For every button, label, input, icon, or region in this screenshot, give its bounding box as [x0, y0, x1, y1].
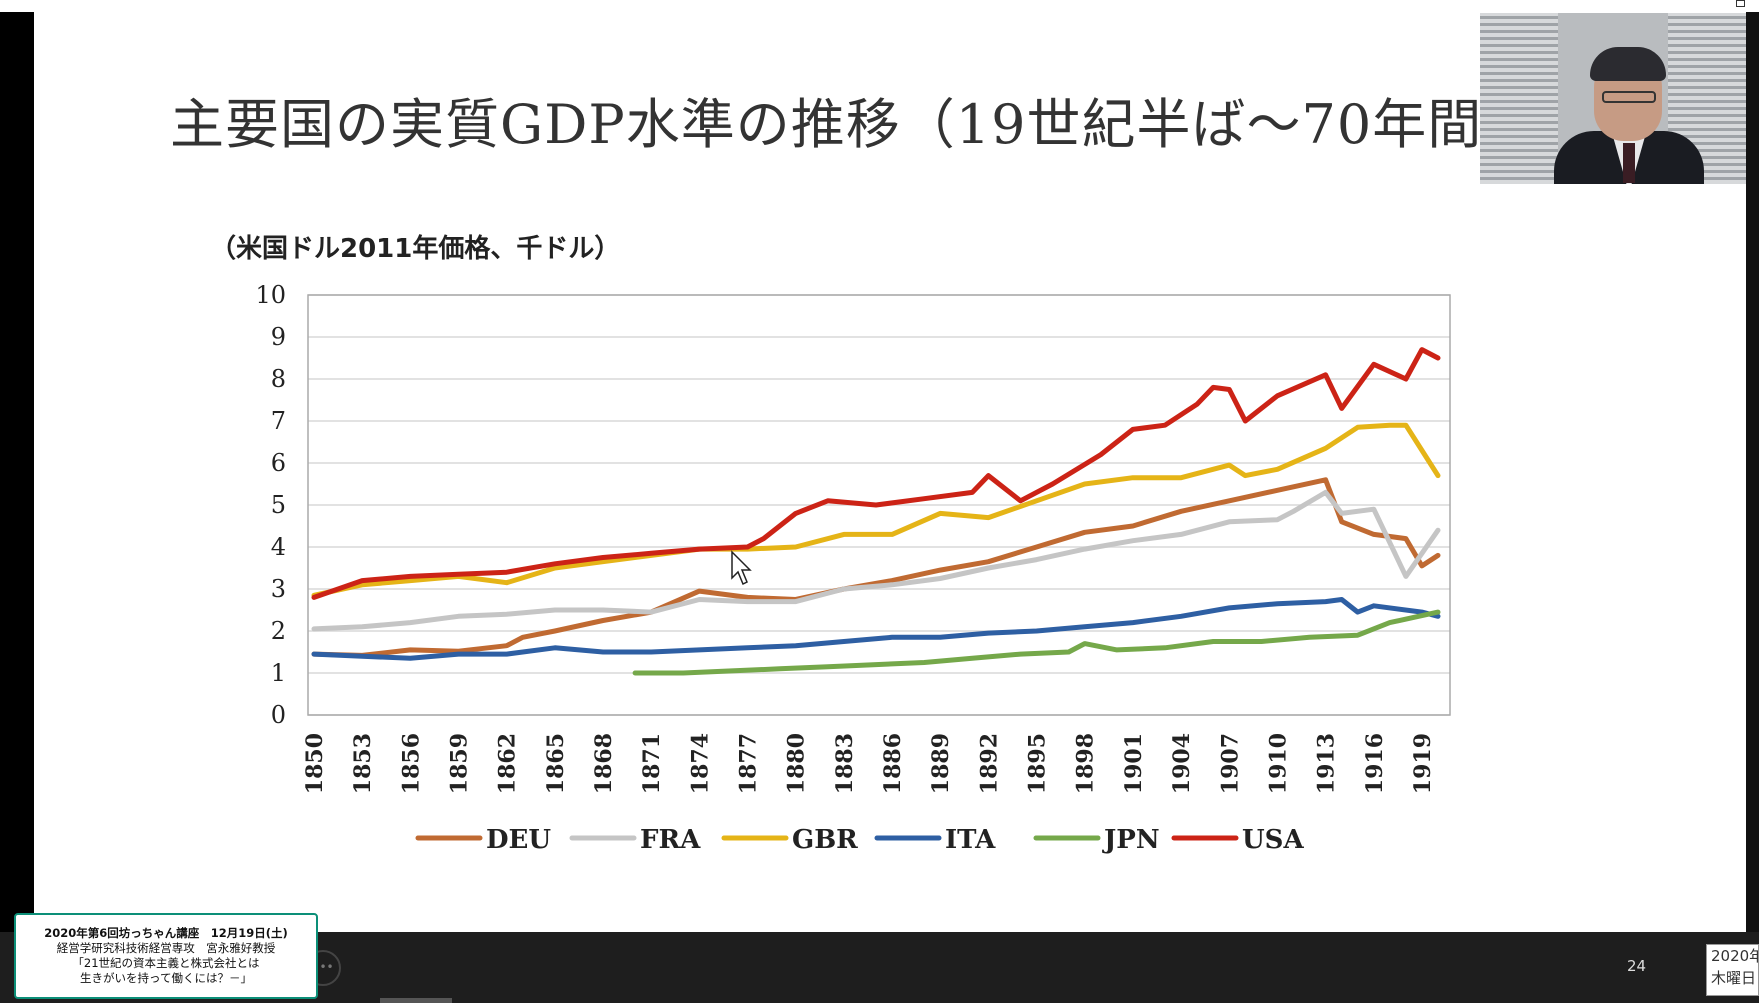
x-tick-label: 1919: [1410, 733, 1436, 794]
x-tick-label: 1865: [543, 733, 569, 794]
x-tick-label: 1892: [976, 733, 1002, 794]
x-tick-label: 1895: [1025, 733, 1051, 794]
series-line-jpn: [632, 609, 1441, 676]
y-tick-label: 6: [271, 449, 286, 477]
mouse-pointer-icon: [731, 550, 752, 586]
slide-page-number: 24: [1627, 957, 1647, 975]
y-tick-label: 8: [271, 365, 286, 393]
legend-label-usa: USA: [1242, 825, 1304, 855]
series-line-usa: [311, 347, 1441, 600]
legend-label-jpn: JPN: [1102, 825, 1160, 855]
x-tick-label: 1898: [1073, 733, 1099, 794]
plot-frame: [307, 294, 1451, 716]
right-letterbox: [1746, 12, 1759, 932]
date-line-2: 木曜日: [1711, 969, 1757, 987]
x-tick-label: 1862: [495, 733, 521, 794]
legend-label-ita: ITA: [945, 825, 996, 855]
x-tick-label: 1889: [928, 733, 954, 794]
top-strip: [0, 0, 1759, 12]
x-tick-label: 1850: [302, 733, 328, 794]
legend-label-deu: DEU: [486, 825, 551, 855]
x-tick-label: 1856: [398, 733, 424, 794]
presentation-slide: [34, 12, 1746, 932]
window-corner-icon[interactable]: [1736, 0, 1745, 7]
date-widget: 2020年 木曜日: [1706, 944, 1759, 996]
caption-line-4: 生きがいを持って働くには？－」: [80, 971, 252, 985]
speaker-hair: [1590, 47, 1666, 81]
caption-line-3: 「21世紀の資本主義と株式会社とは: [72, 956, 260, 970]
x-tick-label: 1853: [350, 733, 376, 794]
speaker-tie: [1623, 143, 1635, 183]
date-line-1: 2020年: [1711, 947, 1759, 965]
x-tick-label: 1910: [1265, 733, 1291, 794]
y-tick-label: 1: [271, 659, 286, 687]
series-line-ita: [311, 597, 1441, 661]
lecture-caption-box: 2020年第6回坊っちゃん講座 12月19日(土) 経営学研究科技術経営専攻 宮…: [14, 913, 318, 999]
y-tick-label: 10: [255, 281, 286, 309]
caption-line-2: 経営学研究科技術経営専攻 宮永雅好教授: [56, 941, 276, 955]
legend-label-fra: FRA: [640, 825, 701, 855]
left-letterbox: [0, 12, 34, 932]
x-tick-label: 1883: [832, 733, 858, 794]
x-tick-label: 1874: [687, 733, 713, 794]
legend-label-gbr: GBR: [792, 825, 858, 855]
x-tick-label: 1859: [447, 733, 473, 794]
progress-indicator: [380, 998, 452, 1003]
y-tick-label: 9: [271, 323, 286, 351]
y-tick-label: 0: [271, 701, 286, 729]
y-tick-label: 3: [271, 575, 286, 603]
y-tick-label: 7: [271, 407, 286, 435]
x-tick-label: 1868: [591, 733, 617, 794]
x-tick-label: 1904: [1169, 733, 1195, 794]
x-tick-label: 1913: [1314, 733, 1340, 794]
slide-title: 主要国の実質GDP水準の推移（19世紀半ば～70年間）: [170, 93, 1538, 156]
chart-unit-label: （米国ドル2011年価格、千ドル）: [210, 234, 621, 264]
x-tick-label: 1916: [1362, 733, 1388, 794]
caption-line-1: 2020年第6回坊っちゃん講座 12月19日(土): [44, 926, 288, 940]
x-tick-label: 1880: [784, 733, 810, 794]
gdp-line-chart: 0 1 2 3 4 5 6 7 8 9 10 1850 1853 1856 1859 1862 1865 1868…: [255, 281, 1451, 855]
x-tick-label: 1907: [1217, 733, 1243, 794]
x-tick-label: 1877: [736, 733, 762, 794]
x-tick-label: 1871: [639, 733, 665, 794]
y-tick-label: 4: [271, 533, 286, 561]
speaker-video-tile[interactable]: [1480, 13, 1746, 184]
y-tick-label: 2: [271, 617, 286, 645]
series-line-gbr: [311, 422, 1441, 598]
x-tick-label: 1886: [880, 733, 906, 794]
y-tick-label: 5: [271, 491, 286, 519]
speaker-glasses: [1602, 91, 1656, 103]
x-tick-label: 1901: [1121, 733, 1147, 794]
window-blinds-left: [1480, 13, 1558, 184]
series-line-fra: [311, 489, 1441, 632]
